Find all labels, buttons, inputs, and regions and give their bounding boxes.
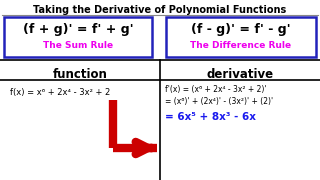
Text: The Sum Rule: The Sum Rule xyxy=(43,42,113,51)
Text: (f - g)' = f' - g': (f - g)' = f' - g' xyxy=(191,24,291,37)
FancyBboxPatch shape xyxy=(4,17,152,57)
Text: f(x) = x⁶ + 2x⁴ - 3x² + 2: f(x) = x⁶ + 2x⁴ - 3x² + 2 xyxy=(10,88,110,97)
Text: Taking the Derivative of Polynomial Functions: Taking the Derivative of Polynomial Func… xyxy=(33,5,287,15)
Text: = (x⁶)' + (2x⁴)' - (3x²)' + (2)': = (x⁶)' + (2x⁴)' - (3x²)' + (2)' xyxy=(165,97,273,106)
FancyBboxPatch shape xyxy=(166,17,316,57)
Text: f'(x) = (x⁶ + 2x⁴ - 3x² + 2)': f'(x) = (x⁶ + 2x⁴ - 3x² + 2)' xyxy=(165,85,267,94)
Text: function: function xyxy=(52,68,108,81)
Text: The Difference Rule: The Difference Rule xyxy=(190,42,292,51)
Text: = 6x⁵ + 8x³ - 6x: = 6x⁵ + 8x³ - 6x xyxy=(165,112,256,122)
Text: derivative: derivative xyxy=(206,68,274,81)
Text: (f + g)' = f' + g': (f + g)' = f' + g' xyxy=(23,24,133,37)
